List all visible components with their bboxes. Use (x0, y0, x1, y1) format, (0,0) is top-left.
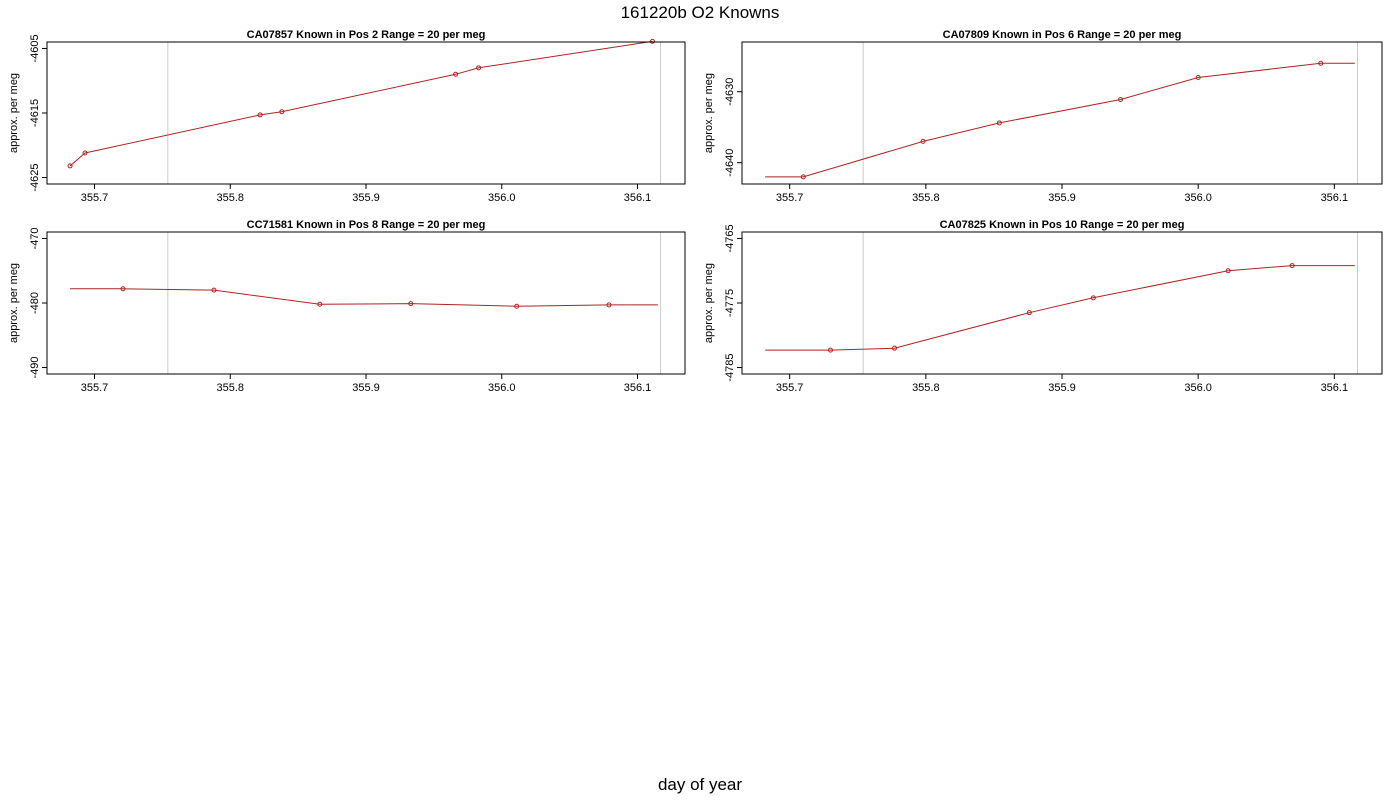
chart-title: CA07825 Known in Pos 10 Range = 20 per m… (940, 219, 1185, 231)
plot-frame (46, 41, 686, 185)
chart-panel-2: 355.7 355.8 355.9 356.0 356.1 -4630 -4640 appro… (703, 29, 1383, 204)
y-tick-label: -4765 (724, 224, 736, 252)
data-point (279, 109, 285, 115)
x-tick-label: 355.7 (776, 192, 804, 204)
x-tick-label: 356.1 (624, 382, 652, 394)
data-point (82, 150, 88, 156)
x-tick-label: 355.9 (352, 382, 380, 394)
x-tick-label: 356.1 (1321, 382, 1349, 394)
plot-frame (46, 231, 686, 375)
x-tick-label: 355.7 (81, 192, 109, 204)
x-tick-label: 355.9 (352, 192, 380, 204)
y-tick-label: -4775 (724, 289, 736, 317)
data-point (606, 302, 612, 308)
data-point (920, 138, 926, 144)
data-point (514, 303, 520, 309)
y-tick-label: -4785 (724, 353, 736, 381)
chart-panel-1: 355.7 355.8 355.9 356.0 356.1 -4605 -4615 -4625… (8, 29, 686, 204)
page-title: 161220b O2 Knowns (620, 3, 780, 22)
y-tick-label: -4625 (29, 163, 41, 191)
x-tick-label: 356.0 (488, 192, 516, 204)
data-point (800, 174, 806, 180)
data-point (476, 65, 482, 71)
y-tick-label: -4615 (29, 99, 41, 127)
x-tick-label: 355.8 (912, 382, 940, 394)
chart-title: CA07857 Known in Pos 2 Range = 20 per me… (247, 29, 486, 41)
x-tick-label: 355.8 (912, 192, 940, 204)
series-line (765, 62, 1355, 178)
plot-frame (741, 41, 1383, 185)
y-tick-label: -4605 (29, 34, 41, 62)
data-point (1118, 97, 1124, 103)
x-tick-label: 356.1 (624, 192, 652, 204)
x-tick-label: 355.9 (1048, 192, 1076, 204)
y-tick-label: -4640 (724, 149, 736, 177)
x-tick-label: 356.1 (1321, 192, 1349, 204)
x-tick-label: 356.0 (1184, 382, 1212, 394)
y-tick-label: -4630 (724, 78, 736, 106)
x-tick-label: 355.8 (216, 382, 244, 394)
data-point (1090, 295, 1096, 301)
x-axis-title: day of year (657, 775, 743, 794)
data-point (120, 286, 126, 292)
y-tick-label: -480 (29, 292, 41, 314)
data-point (1289, 263, 1295, 269)
data-point (649, 38, 655, 44)
y-axis-label: approx. per meg (8, 73, 20, 153)
chart-title: CC71581 Known in Pos 8 Range = 20 per me… (247, 219, 486, 231)
chart-panel-3: 355.7 355.8 355.9 356.0 356.1 -470 -480 -490 app… (8, 219, 686, 394)
data-point (67, 163, 73, 169)
data-point (211, 287, 217, 293)
data-point (257, 112, 263, 118)
y-axis-label: approx. per meg (703, 73, 715, 153)
data-point (408, 301, 414, 307)
x-tick-label: 356.0 (1184, 192, 1212, 204)
data-point (892, 345, 898, 351)
y-tick-label: -470 (29, 227, 41, 249)
x-tick-label: 355.8 (216, 192, 244, 204)
series-line (765, 265, 1355, 351)
series-line (70, 288, 658, 307)
data-point (828, 347, 834, 353)
data-point (1026, 310, 1032, 316)
y-axis-label: approx. per meg (8, 263, 20, 343)
series-line (69, 40, 653, 167)
y-tick-label: -490 (29, 357, 41, 379)
data-point (996, 120, 1002, 126)
data-point (453, 71, 459, 77)
data-point (1195, 75, 1201, 80)
data-point (1225, 268, 1231, 274)
x-tick-label: 356.0 (488, 382, 516, 394)
x-tick-label: 355.9 (1048, 382, 1076, 394)
data-point (1318, 60, 1324, 66)
x-tick-label: 355.7 (776, 382, 804, 394)
y-axis-label: approx. per meg (703, 263, 715, 343)
chart-panel-4: 355.7 355.8 355.9 356.0 356.1 -4765 -4775 -4785… (703, 219, 1383, 394)
plot-frame (741, 231, 1383, 375)
data-point (317, 301, 323, 307)
x-tick-label: 355.7 (81, 382, 109, 394)
chart-title: CA07809 Known in Pos 6 Range = 20 per me… (943, 29, 1182, 41)
